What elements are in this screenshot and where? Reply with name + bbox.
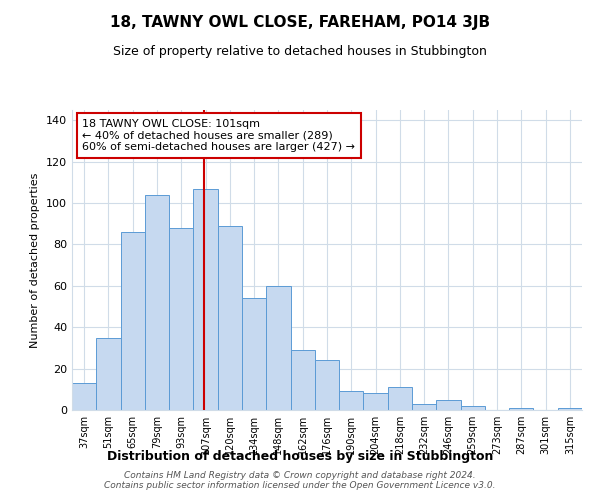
- Bar: [436, 400, 461, 410]
- Bar: [242, 298, 266, 410]
- Bar: [145, 195, 169, 410]
- Bar: [364, 394, 388, 410]
- Bar: [412, 404, 436, 410]
- Bar: [509, 408, 533, 410]
- Text: Distribution of detached houses by size in Stubbington: Distribution of detached houses by size …: [107, 450, 493, 463]
- Bar: [218, 226, 242, 410]
- Bar: [169, 228, 193, 410]
- Bar: [121, 232, 145, 410]
- Bar: [290, 350, 315, 410]
- Bar: [461, 406, 485, 410]
- Bar: [193, 188, 218, 410]
- Bar: [72, 383, 96, 410]
- Text: 18, TAWNY OWL CLOSE, FAREHAM, PO14 3JB: 18, TAWNY OWL CLOSE, FAREHAM, PO14 3JB: [110, 15, 490, 30]
- Text: Contains HM Land Registry data © Crown copyright and database right 2024.
Contai: Contains HM Land Registry data © Crown c…: [104, 470, 496, 490]
- Bar: [96, 338, 121, 410]
- Text: Size of property relative to detached houses in Stubbington: Size of property relative to detached ho…: [113, 45, 487, 58]
- Bar: [339, 392, 364, 410]
- Bar: [315, 360, 339, 410]
- Text: 18 TAWNY OWL CLOSE: 101sqm
← 40% of detached houses are smaller (289)
60% of sem: 18 TAWNY OWL CLOSE: 101sqm ← 40% of deta…: [82, 119, 355, 152]
- Bar: [388, 387, 412, 410]
- Bar: [266, 286, 290, 410]
- Y-axis label: Number of detached properties: Number of detached properties: [31, 172, 40, 348]
- Bar: [558, 408, 582, 410]
